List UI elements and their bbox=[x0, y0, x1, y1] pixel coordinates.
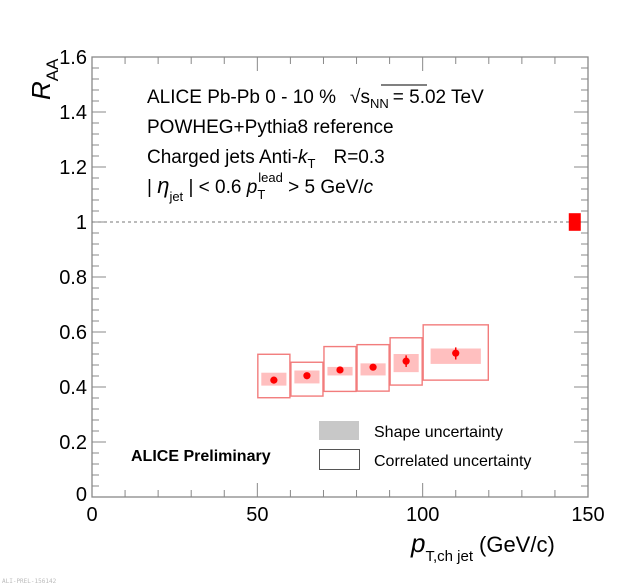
correlated-uncertainty-box bbox=[422, 324, 489, 381]
tick-labels: 0 50 100 150 0 0.2 0.4 0.6 0.8 1 1.2 1.4 1.6 bbox=[59, 47, 605, 526]
data-point bbox=[452, 349, 460, 357]
correlated-uncertainty-box bbox=[257, 353, 291, 399]
legend-swatch-shape bbox=[319, 421, 359, 440]
data-point bbox=[369, 363, 377, 371]
x-tick-label: 50 bbox=[246, 504, 268, 526]
data-point bbox=[336, 366, 344, 374]
legend-label-correlated: Correlated uncertainty bbox=[374, 453, 531, 470]
data-marks bbox=[257, 213, 581, 399]
data-point bbox=[303, 372, 311, 380]
y-tick-label: 1.6 bbox=[59, 47, 87, 69]
watermark: ALI-PREL-156142 bbox=[2, 578, 57, 585]
annotation-block: ALICE Pb-Pb 0 - 10 % √sNN = 5.02 TeV POWHE… bbox=[131, 84, 484, 465]
legend-swatch-correlated bbox=[319, 449, 360, 470]
annotation-line-2: POWHEG+Pythia8 reference bbox=[147, 117, 394, 138]
legend: Shape uncertainty Correlated uncertainty bbox=[319, 421, 531, 470]
x-axis-label: pT,ch jet (GeV/c) bbox=[410, 528, 555, 565]
sqrt-sign: √ bbox=[350, 87, 361, 108]
normalization-uncertainty-box bbox=[568, 213, 581, 231]
legend-label-shape: Shape uncertainty bbox=[374, 424, 503, 441]
y-tick-label: 1.2 bbox=[59, 157, 87, 179]
data-point bbox=[270, 376, 278, 384]
y-tick-label: 0.2 bbox=[59, 432, 87, 454]
y-axis-label: RAA bbox=[26, 58, 62, 100]
x-tick-label: 0 bbox=[86, 504, 97, 526]
y-tick-label: 1 bbox=[76, 212, 87, 234]
correlated-uncertainty-box bbox=[389, 337, 423, 386]
y-tick-label: 0.4 bbox=[59, 377, 87, 399]
correlated-uncertainty-box bbox=[290, 361, 324, 397]
annotation-line-3: Charged jets Anti-kT R=0.3 bbox=[147, 147, 385, 171]
y-tick-label: 0.6 bbox=[59, 322, 87, 344]
correlated-uncertainty-box bbox=[323, 345, 357, 393]
y-tick-label: 0.8 bbox=[59, 267, 87, 289]
x-tick-label: 150 bbox=[571, 504, 604, 526]
y-tick-label: 0 bbox=[76, 484, 87, 506]
preliminary-label: ALICE Preliminary bbox=[131, 448, 271, 465]
correlated-uncertainty-box bbox=[356, 343, 390, 392]
annotation-line-4: | ηjet | < 0.6 pTlead > 5 GeV/c bbox=[147, 170, 374, 204]
y-tick-label: 1.4 bbox=[59, 102, 87, 124]
x-tick-label: 100 bbox=[406, 504, 439, 526]
data-point bbox=[402, 357, 410, 365]
annotation-line-1: ALICE Pb-Pb 0 - 10 % √sNN = 5.02 TeV bbox=[147, 87, 484, 111]
